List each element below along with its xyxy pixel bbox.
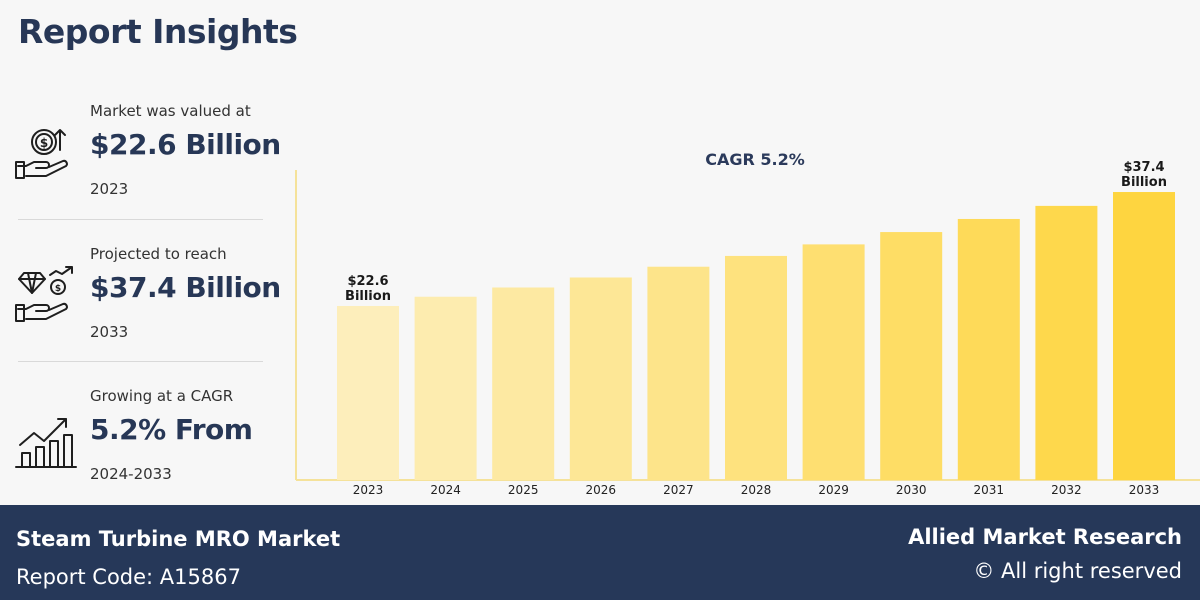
bar-2033 xyxy=(1113,192,1175,480)
x-tick-label: 2023 xyxy=(353,483,384,497)
x-tick-label: 2029 xyxy=(818,483,849,497)
page-title: Report Insights xyxy=(18,12,298,51)
svg-text:$: $ xyxy=(40,136,48,150)
x-tick-label: 2024 xyxy=(430,483,461,497)
stat-label: Growing at a CAGR xyxy=(90,387,234,405)
bar-2026 xyxy=(569,277,632,480)
diamond-growth-hand-icon: $ xyxy=(14,263,78,327)
stat-value: 5.2% From xyxy=(90,413,253,446)
bar-2032 xyxy=(1035,205,1098,480)
bar-2030 xyxy=(880,232,943,480)
x-tick-label: 2030 xyxy=(896,483,927,497)
market-name: Steam Turbine MRO Market xyxy=(16,527,341,551)
bar-2031 xyxy=(957,218,1020,480)
x-tick-label: 2027 xyxy=(663,483,694,497)
stat-market-value: $ Market was valued at $22.6 Billion 202… xyxy=(14,102,281,242)
divider xyxy=(18,219,263,220)
copyright-notice: © All right reserved xyxy=(973,559,1182,583)
bar-2029 xyxy=(802,244,865,480)
bar-2027 xyxy=(647,266,710,480)
bar-2024 xyxy=(414,296,477,480)
x-tick-label: 2033 xyxy=(1129,483,1160,497)
stat-label: Projected to reach xyxy=(90,245,227,263)
stat-year: 2033 xyxy=(90,323,129,341)
bar-growth-icon xyxy=(14,405,78,469)
x-tick-label: 2026 xyxy=(586,483,617,497)
data-label: $37.4 xyxy=(1123,160,1164,175)
x-tick-label: 2025 xyxy=(508,483,539,497)
stat-projected-value: $ Projected to reach $37.4 Billion 2033 xyxy=(14,245,281,385)
x-tick-label: 2031 xyxy=(974,483,1005,497)
stat-cagr: Growing at a CAGR 5.2% From 2024-2033 xyxy=(14,387,276,527)
stat-label: Market was valued at xyxy=(90,102,251,120)
footer-banner: Steam Turbine MRO Market Report Code: A1… xyxy=(0,505,1200,600)
bar-2023 xyxy=(337,305,399,480)
money-hand-icon: $ xyxy=(14,120,78,184)
x-tick-label: 2028 xyxy=(741,483,772,497)
chart-title: CAGR 5.2% xyxy=(705,150,805,169)
report-code: Report Code: A15867 xyxy=(16,565,241,589)
stat-year: 2024-2033 xyxy=(90,465,172,483)
brand-name: Allied Market Research xyxy=(908,525,1182,549)
stat-value: $22.6 Billion xyxy=(90,128,281,161)
x-tick-label: 2032 xyxy=(1051,483,1082,497)
data-label: $22.6 xyxy=(347,274,388,289)
svg-text:$: $ xyxy=(55,284,61,294)
bar-2025 xyxy=(492,287,555,480)
stat-value: $37.4 Billion xyxy=(90,271,281,304)
bar-chart: CAGR 5.2% 2023 2024 2025 2026 2027 2028 2029 20… xyxy=(295,150,1200,497)
data-label: Billion xyxy=(1121,175,1167,190)
data-label: Billion xyxy=(345,289,391,304)
bar-2028 xyxy=(725,255,787,480)
stat-year: 2023 xyxy=(90,180,129,198)
divider xyxy=(18,361,263,362)
